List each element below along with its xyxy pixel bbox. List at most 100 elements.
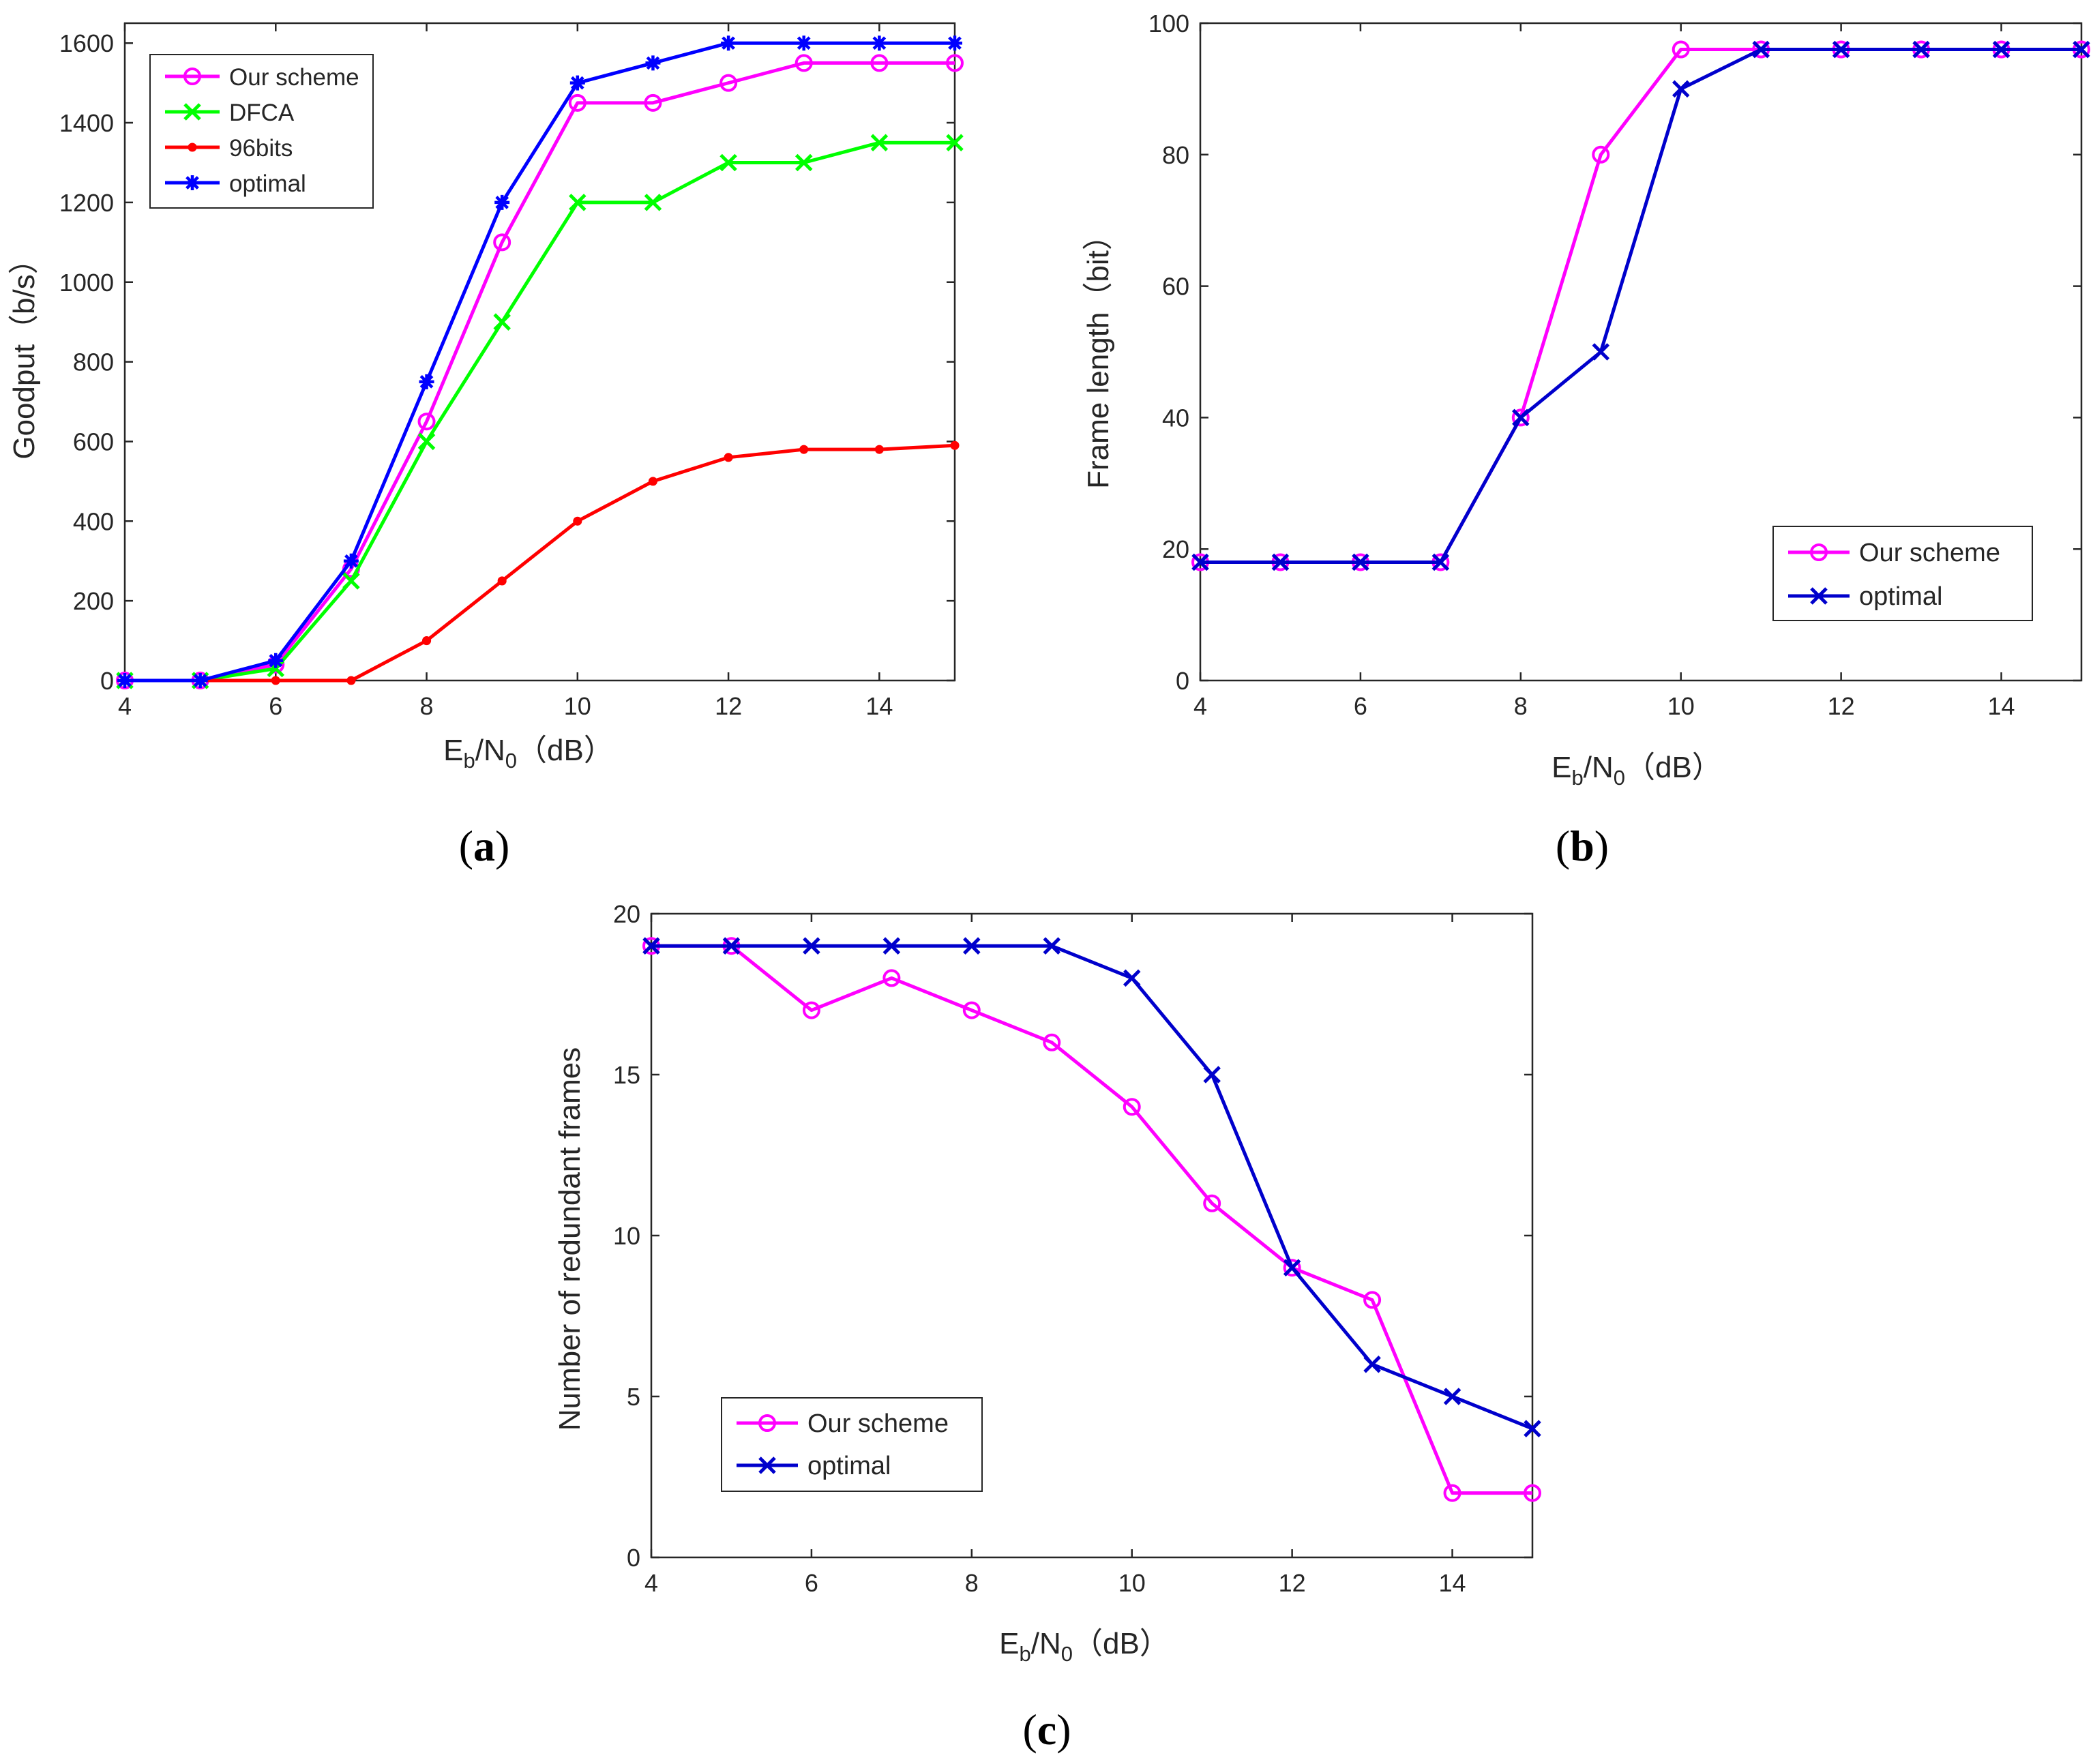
data-point: [796, 35, 812, 51]
legend-label: Our scheme: [229, 64, 359, 91]
y-tick-label-a: 1200: [59, 189, 114, 217]
ticks-c: 4 6 8 10 12 14 0 5 10 15 20: [613, 900, 1532, 1597]
legend-box-b: [1772, 526, 2033, 621]
legend-a: Our scheme DFCA 96bits optimal: [149, 54, 374, 209]
y-tick-label-c: 5: [627, 1383, 640, 1411]
data-point: [1592, 343, 1610, 361]
data-point: [1352, 553, 1369, 571]
data-point: [803, 937, 820, 955]
legend-box-c: [721, 1397, 983, 1492]
caption-c: (c): [1022, 1705, 1071, 1754]
x-tick-label-b: 14: [1988, 692, 2015, 720]
chart-panel-c: 4 6 8 10 12 14 0 5 10 15 20 Number of redundant fr…: [553, 900, 1541, 1754]
data-point: [343, 553, 359, 569]
data-point: [1191, 553, 1209, 571]
series-group-c: [642, 937, 1541, 1502]
data-point: [874, 445, 884, 454]
series-line: [125, 443, 955, 683]
x-tick-label-b: 8: [1514, 692, 1528, 720]
series-line: [651, 944, 1533, 1431]
x-axis-label-a: Eb/N0（dB）: [443, 734, 614, 773]
y-tick-label-b: 20: [1162, 535, 1189, 563]
data-point: [417, 413, 436, 431]
data-point: [1832, 40, 1850, 59]
x-tick-label-b: 10: [1667, 692, 1695, 720]
x-tick-label-b: 6: [1354, 692, 1367, 720]
data-point: [719, 74, 738, 92]
legend-label: optimal: [229, 170, 306, 197]
data-point: [1123, 1098, 1141, 1116]
x-tick-label-a: 12: [715, 692, 742, 720]
data-point: [1123, 969, 1141, 987]
data-point: [795, 54, 813, 72]
legend-entry: optimal: [737, 1452, 891, 1480]
data-point: [1363, 1291, 1382, 1309]
data-point: [192, 673, 208, 688]
data-point: [795, 153, 813, 172]
data-point: [1592, 145, 1610, 164]
data-point: [950, 440, 960, 450]
legend-b: Our scheme optimal: [1772, 526, 2033, 621]
data-point: [569, 194, 587, 211]
x-axis-label-b: Eb/N0（dB）: [1552, 751, 1722, 790]
series-line: [125, 61, 955, 683]
y-tick-label-c: 0: [627, 1544, 640, 1572]
data-point: [271, 676, 280, 685]
y-tick-label-b: 0: [1176, 667, 1189, 695]
data-point: [1203, 1066, 1221, 1083]
legend-label: optimal: [807, 1452, 891, 1480]
data-point: [1672, 80, 1690, 98]
legend-entry: optimal: [1788, 582, 1943, 611]
y-tick-label-b: 80: [1162, 141, 1189, 169]
x-tick-label-c: 8: [965, 1569, 979, 1597]
data-point: [417, 432, 436, 451]
data-point: [721, 35, 737, 51]
y-tick-label-b: 100: [1148, 10, 1189, 38]
y-tick-label-c: 10: [613, 1222, 640, 1250]
data-point: [1992, 40, 2010, 59]
data-point: [1363, 1356, 1381, 1373]
y-tick-label-b: 40: [1162, 404, 1189, 432]
caption-b: (b): [1556, 822, 1609, 870]
data-point: [493, 233, 511, 252]
data-point: [268, 653, 284, 668]
legend-label: optimal: [1859, 582, 1943, 611]
data-point: [568, 93, 587, 112]
y-axis-label-c: Number of redundant frames: [553, 1047, 587, 1431]
legend-entry: DFCA: [165, 100, 295, 126]
data-point: [799, 445, 809, 454]
series-group-a: [116, 35, 964, 689]
data-point: [648, 477, 658, 486]
x-tick-label-a: 14: [865, 692, 893, 720]
data-point: [946, 54, 964, 72]
data-point: [962, 1001, 981, 1019]
data-point: [946, 134, 964, 152]
x-tick-label-c: 12: [1279, 1569, 1306, 1597]
data-point: [1511, 408, 1530, 427]
data-point: [573, 516, 582, 526]
data-point: [645, 55, 661, 71]
y-tick-label-a: 800: [73, 348, 114, 376]
legend-entry: Our scheme: [1788, 539, 2000, 567]
y-tick-label-a: 400: [73, 507, 114, 535]
x-tick-label-c: 4: [644, 1569, 658, 1597]
data-point: [963, 937, 981, 955]
data-point: [1431, 553, 1450, 571]
data-point: [1271, 553, 1290, 571]
data-point: [719, 153, 737, 172]
series-line: [1200, 48, 2081, 564]
legend-label: 96bits: [229, 135, 293, 162]
data-point: [947, 35, 962, 51]
data-point: [2073, 40, 2090, 59]
y-tick-label-a: 0: [100, 667, 114, 695]
data-point: [872, 35, 887, 51]
series-line: [125, 140, 955, 683]
x-tick-label-a: 8: [420, 692, 434, 720]
series-our-scheme-a: [116, 54, 964, 689]
data-point: [117, 673, 132, 688]
data-point: [342, 572, 360, 590]
series-optimal-c: [642, 937, 1541, 1437]
data-point: [1524, 1420, 1541, 1437]
ticks-b: 4 6 8 10 12 14 0 20 40 60 80 100: [1148, 10, 2081, 720]
